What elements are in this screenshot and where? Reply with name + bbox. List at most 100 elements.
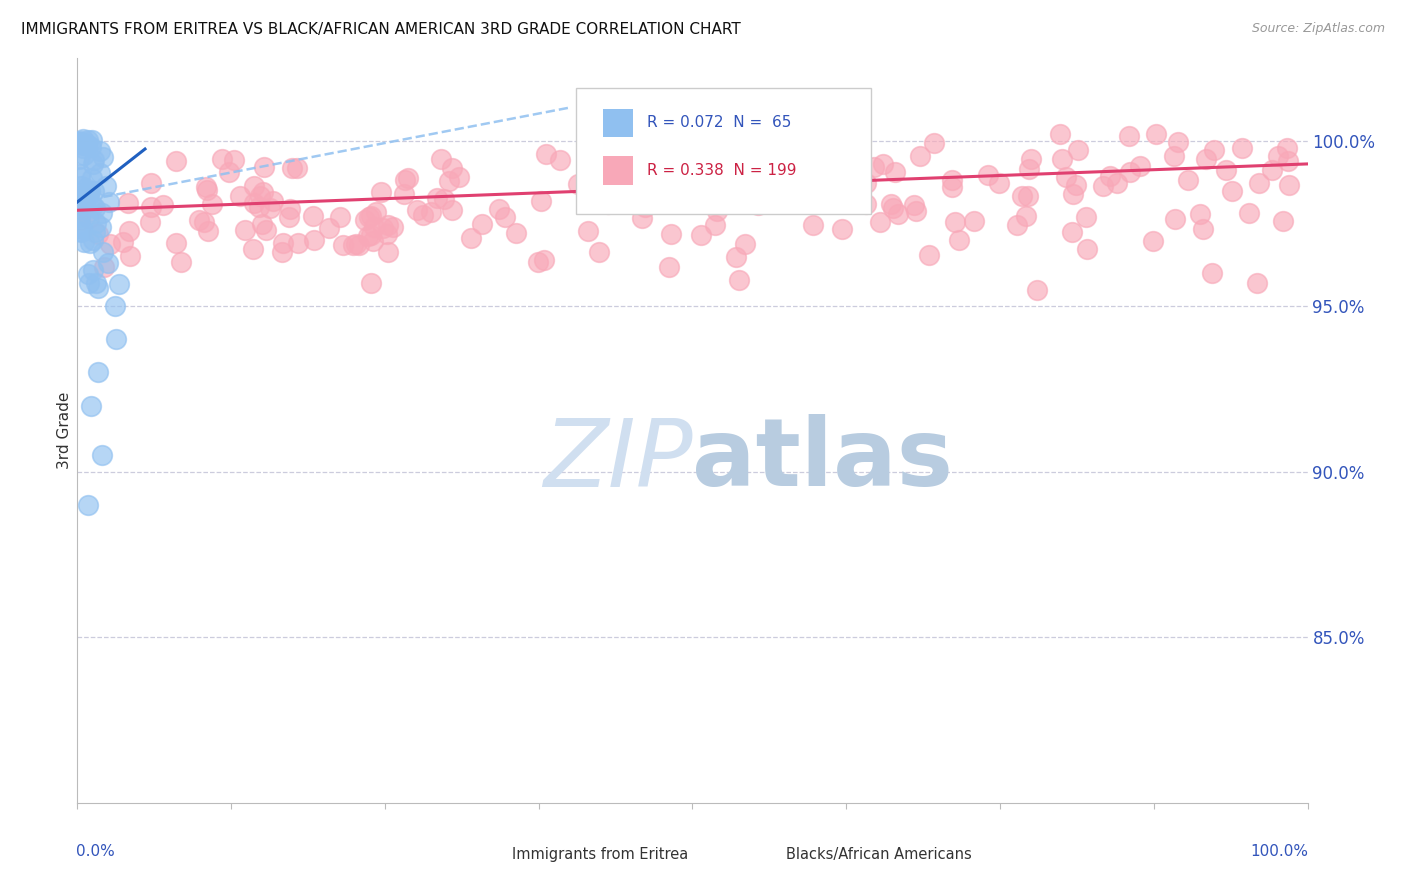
Point [262, 194, 284, 209]
Point [903, 197, 925, 211]
Point [377, 218, 399, 232]
Point [690, 228, 713, 243]
Point [752, 160, 775, 174]
Point [86, 217, 108, 231]
Point [1076, 211, 1098, 225]
Point [1191, 222, 1213, 236]
Point [118, 224, 141, 238]
Point [87, 366, 110, 380]
Point [394, 187, 416, 202]
Point [82, 233, 104, 247]
Point [139, 176, 162, 190]
Point [197, 183, 219, 197]
Point [731, 189, 754, 203]
Point [1237, 205, 1260, 219]
Point [287, 235, 309, 250]
Point [728, 273, 751, 287]
Point [152, 198, 174, 212]
Point [363, 220, 385, 235]
Point [67, 191, 90, 205]
Point [703, 218, 725, 232]
Point [948, 233, 970, 247]
Point [107, 277, 129, 292]
Point [77, 498, 100, 512]
Point [1019, 152, 1042, 166]
Point [79, 185, 101, 199]
Point [89, 166, 111, 180]
Point [112, 235, 135, 250]
Point [247, 201, 270, 215]
Text: IMMIGRANTS FROM ERITREA VS BLACK/AFRICAN AMERICAN 3RD GRADE CORRELATION CHART: IMMIGRANTS FROM ERITREA VS BLACK/AFRICAN… [21, 22, 741, 37]
Point [1014, 209, 1036, 223]
Point [636, 182, 658, 196]
Point [703, 182, 725, 196]
Text: Blacks/African Americans: Blacks/African Americans [786, 847, 972, 863]
Point [494, 210, 516, 224]
Point [449, 169, 471, 184]
Point [77, 276, 100, 290]
Point [193, 215, 215, 229]
Point [624, 137, 647, 152]
Point [371, 220, 394, 235]
Bar [752, 844, 779, 866]
Point [1220, 184, 1243, 198]
Point [1164, 212, 1187, 227]
Point [82, 198, 104, 212]
Point [91, 448, 114, 462]
Point [1005, 218, 1028, 232]
Point [97, 195, 120, 210]
Point [344, 237, 367, 252]
Point [277, 210, 299, 224]
Point [1247, 176, 1270, 190]
Point [941, 180, 963, 194]
Point [377, 245, 399, 260]
Point [75, 181, 97, 195]
Point [356, 229, 378, 244]
Point [91, 206, 114, 220]
Point [863, 160, 886, 174]
Point [1018, 162, 1040, 177]
Point [634, 200, 657, 214]
Point [75, 198, 97, 212]
Point [252, 185, 274, 199]
Text: 100.0%: 100.0% [1251, 844, 1309, 859]
Point [772, 168, 794, 182]
Point [72, 138, 94, 153]
Point [855, 176, 877, 190]
Point [658, 260, 681, 274]
Point [943, 215, 966, 229]
Point [692, 178, 714, 193]
Point [761, 162, 783, 177]
Point [977, 168, 1000, 182]
Point [79, 187, 101, 202]
Point [271, 236, 294, 251]
Point [831, 222, 853, 236]
Point [253, 160, 276, 174]
Point [139, 200, 162, 214]
Point [744, 174, 766, 188]
Text: R = 0.072  N =  65: R = 0.072 N = 65 [647, 115, 792, 130]
Bar [603, 109, 634, 137]
Point [281, 161, 304, 175]
Point [79, 236, 101, 251]
Point [80, 140, 103, 154]
Point [776, 180, 799, 194]
Point [1272, 214, 1295, 228]
Point [197, 224, 219, 238]
Point [83, 153, 105, 168]
Point [526, 255, 548, 269]
Point [1275, 141, 1298, 155]
Point [801, 147, 824, 161]
Point [381, 219, 404, 234]
Point [918, 248, 941, 262]
Point [233, 223, 256, 237]
Point [659, 227, 682, 241]
Point [747, 197, 769, 211]
Point [69, 169, 91, 184]
Point [1118, 128, 1140, 143]
Point [332, 238, 354, 252]
Point [364, 204, 387, 219]
Point [488, 202, 510, 217]
Point [218, 165, 240, 179]
Point [430, 152, 453, 166]
